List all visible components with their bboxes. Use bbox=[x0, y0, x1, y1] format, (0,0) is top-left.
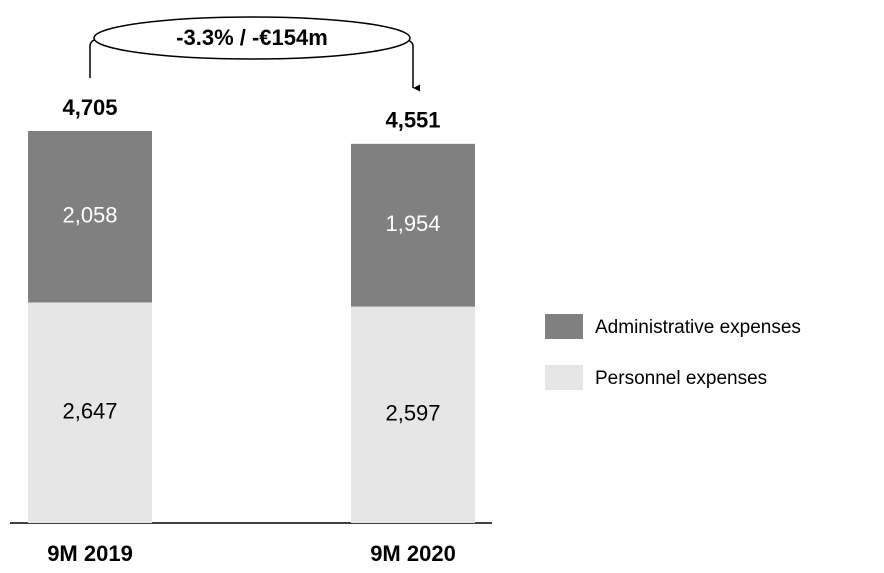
bar-segment bbox=[28, 302, 152, 523]
legend-label: Administrative expenses bbox=[595, 317, 801, 338]
legend-swatch bbox=[545, 365, 583, 390]
value-label: 2,647 bbox=[62, 399, 117, 424]
value-label: 2,058 bbox=[62, 203, 117, 228]
value-label: 1,954 bbox=[385, 211, 440, 236]
bar-segment bbox=[28, 131, 152, 303]
total-label: 4,705 bbox=[62, 95, 117, 120]
legend-swatch bbox=[545, 314, 583, 339]
total-label: 4,551 bbox=[385, 108, 440, 133]
value-label: 2,597 bbox=[385, 401, 440, 426]
bar-segment bbox=[351, 143, 475, 307]
annotation-ellipse bbox=[93, 16, 411, 60]
legend-label: Personnel expenses bbox=[595, 368, 767, 389]
annotation: -3.3% / -€154m bbox=[176, 25, 328, 50]
bar-segment bbox=[351, 306, 475, 523]
bracket-left bbox=[89, 37, 101, 78]
x-tick-label: 9M 2020 bbox=[370, 541, 456, 566]
x-tick-label: 9M 2019 bbox=[47, 541, 133, 566]
